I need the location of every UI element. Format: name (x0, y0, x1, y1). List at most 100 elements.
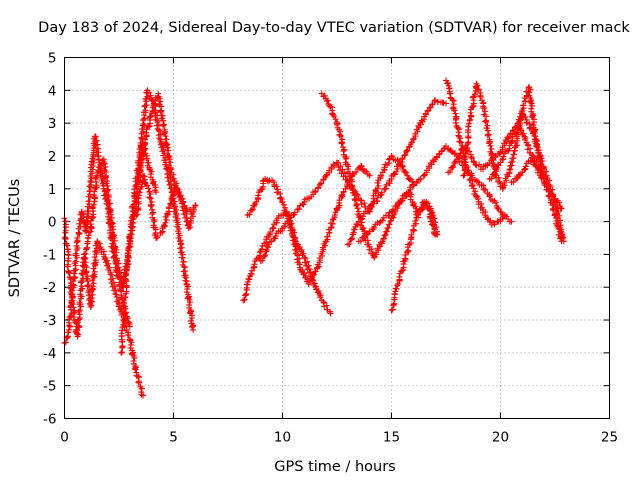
data-point (128, 339, 135, 346)
series-satellite-track-8 (244, 162, 373, 287)
data-point (192, 202, 199, 209)
series-satellite-track-17 (486, 110, 567, 245)
grid-layer (64, 57, 610, 419)
data-point (368, 203, 375, 210)
data-point (456, 138, 463, 145)
data-point (88, 294, 95, 301)
data-point (438, 148, 445, 155)
data-point (105, 201, 112, 208)
data-point (538, 155, 545, 162)
data-point (339, 191, 346, 198)
data-point (351, 226, 358, 233)
data-point (446, 168, 453, 175)
data-point (178, 254, 185, 261)
series-satellite-track-13 (388, 198, 441, 314)
data-point (470, 185, 477, 192)
data-layer (61, 77, 567, 399)
data-point (465, 120, 472, 127)
data-point (182, 207, 189, 214)
data-point (126, 323, 133, 330)
data-point (426, 104, 433, 111)
data-point (340, 188, 347, 195)
data-point (283, 210, 290, 217)
data-point (71, 267, 78, 274)
data-point (90, 280, 97, 287)
data-point (488, 175, 495, 182)
data-point (450, 163, 457, 170)
data-point (330, 161, 337, 168)
y-tick-label: 1 (48, 182, 57, 198)
data-point (399, 267, 406, 274)
data-point (444, 146, 451, 153)
data-point (346, 241, 353, 248)
data-point (481, 105, 488, 112)
y-tick-label: 3 (48, 116, 57, 132)
data-point (469, 103, 476, 110)
data-point (246, 276, 253, 283)
data-point (395, 161, 402, 168)
data-point (107, 211, 114, 218)
x-tick-label: 5 (169, 430, 178, 446)
data-point (74, 327, 81, 334)
data-point (82, 255, 89, 262)
data-point (188, 324, 195, 331)
data-point (278, 195, 285, 202)
data-point (300, 201, 307, 208)
y-tick-label: -5 (43, 379, 56, 395)
y-tick-label: 4 (48, 83, 57, 99)
data-point (177, 241, 184, 248)
data-point (132, 366, 139, 373)
data-point (82, 227, 89, 234)
series-satellite-track-6 (133, 172, 199, 241)
data-point (323, 302, 330, 309)
data-point (549, 186, 556, 193)
data-point (337, 163, 344, 170)
data-point (165, 204, 172, 211)
data-point (267, 229, 274, 236)
data-point (141, 122, 148, 129)
x-tick-label: 10 (274, 430, 291, 446)
data-point (131, 355, 138, 362)
data-point (266, 231, 273, 238)
data-point (412, 217, 419, 224)
data-point (470, 158, 477, 165)
data-point (436, 151, 443, 158)
data-point (451, 107, 458, 114)
data-point (102, 174, 109, 181)
data-point (154, 232, 161, 239)
data-point (89, 214, 96, 221)
data-point (531, 119, 538, 126)
data-point (86, 229, 93, 236)
data-point (510, 179, 517, 186)
data-point (107, 271, 114, 278)
data-point (475, 86, 482, 93)
data-point (82, 227, 89, 234)
data-point (336, 132, 343, 139)
data-point (410, 226, 417, 233)
data-point (138, 183, 145, 190)
data-point (156, 95, 163, 102)
data-point (324, 233, 331, 240)
data-point (83, 269, 90, 276)
data-point (449, 164, 456, 171)
data-point (143, 155, 150, 162)
data-point (153, 189, 160, 196)
data-point (449, 97, 456, 104)
data-point (395, 280, 402, 287)
data-point (398, 198, 405, 205)
data-point (291, 209, 298, 216)
data-point (147, 113, 154, 120)
data-point (528, 125, 535, 132)
data-point (478, 200, 485, 207)
series-satellite-track-14 (443, 77, 508, 228)
data-point (317, 294, 324, 301)
y-tick-label: -6 (43, 412, 56, 428)
data-point (486, 193, 493, 200)
data-point (491, 170, 498, 177)
data-point (82, 259, 89, 266)
data-point (500, 153, 507, 160)
data-point (412, 220, 419, 227)
data-point (140, 121, 147, 128)
data-point (378, 189, 385, 196)
data-point (377, 172, 384, 179)
